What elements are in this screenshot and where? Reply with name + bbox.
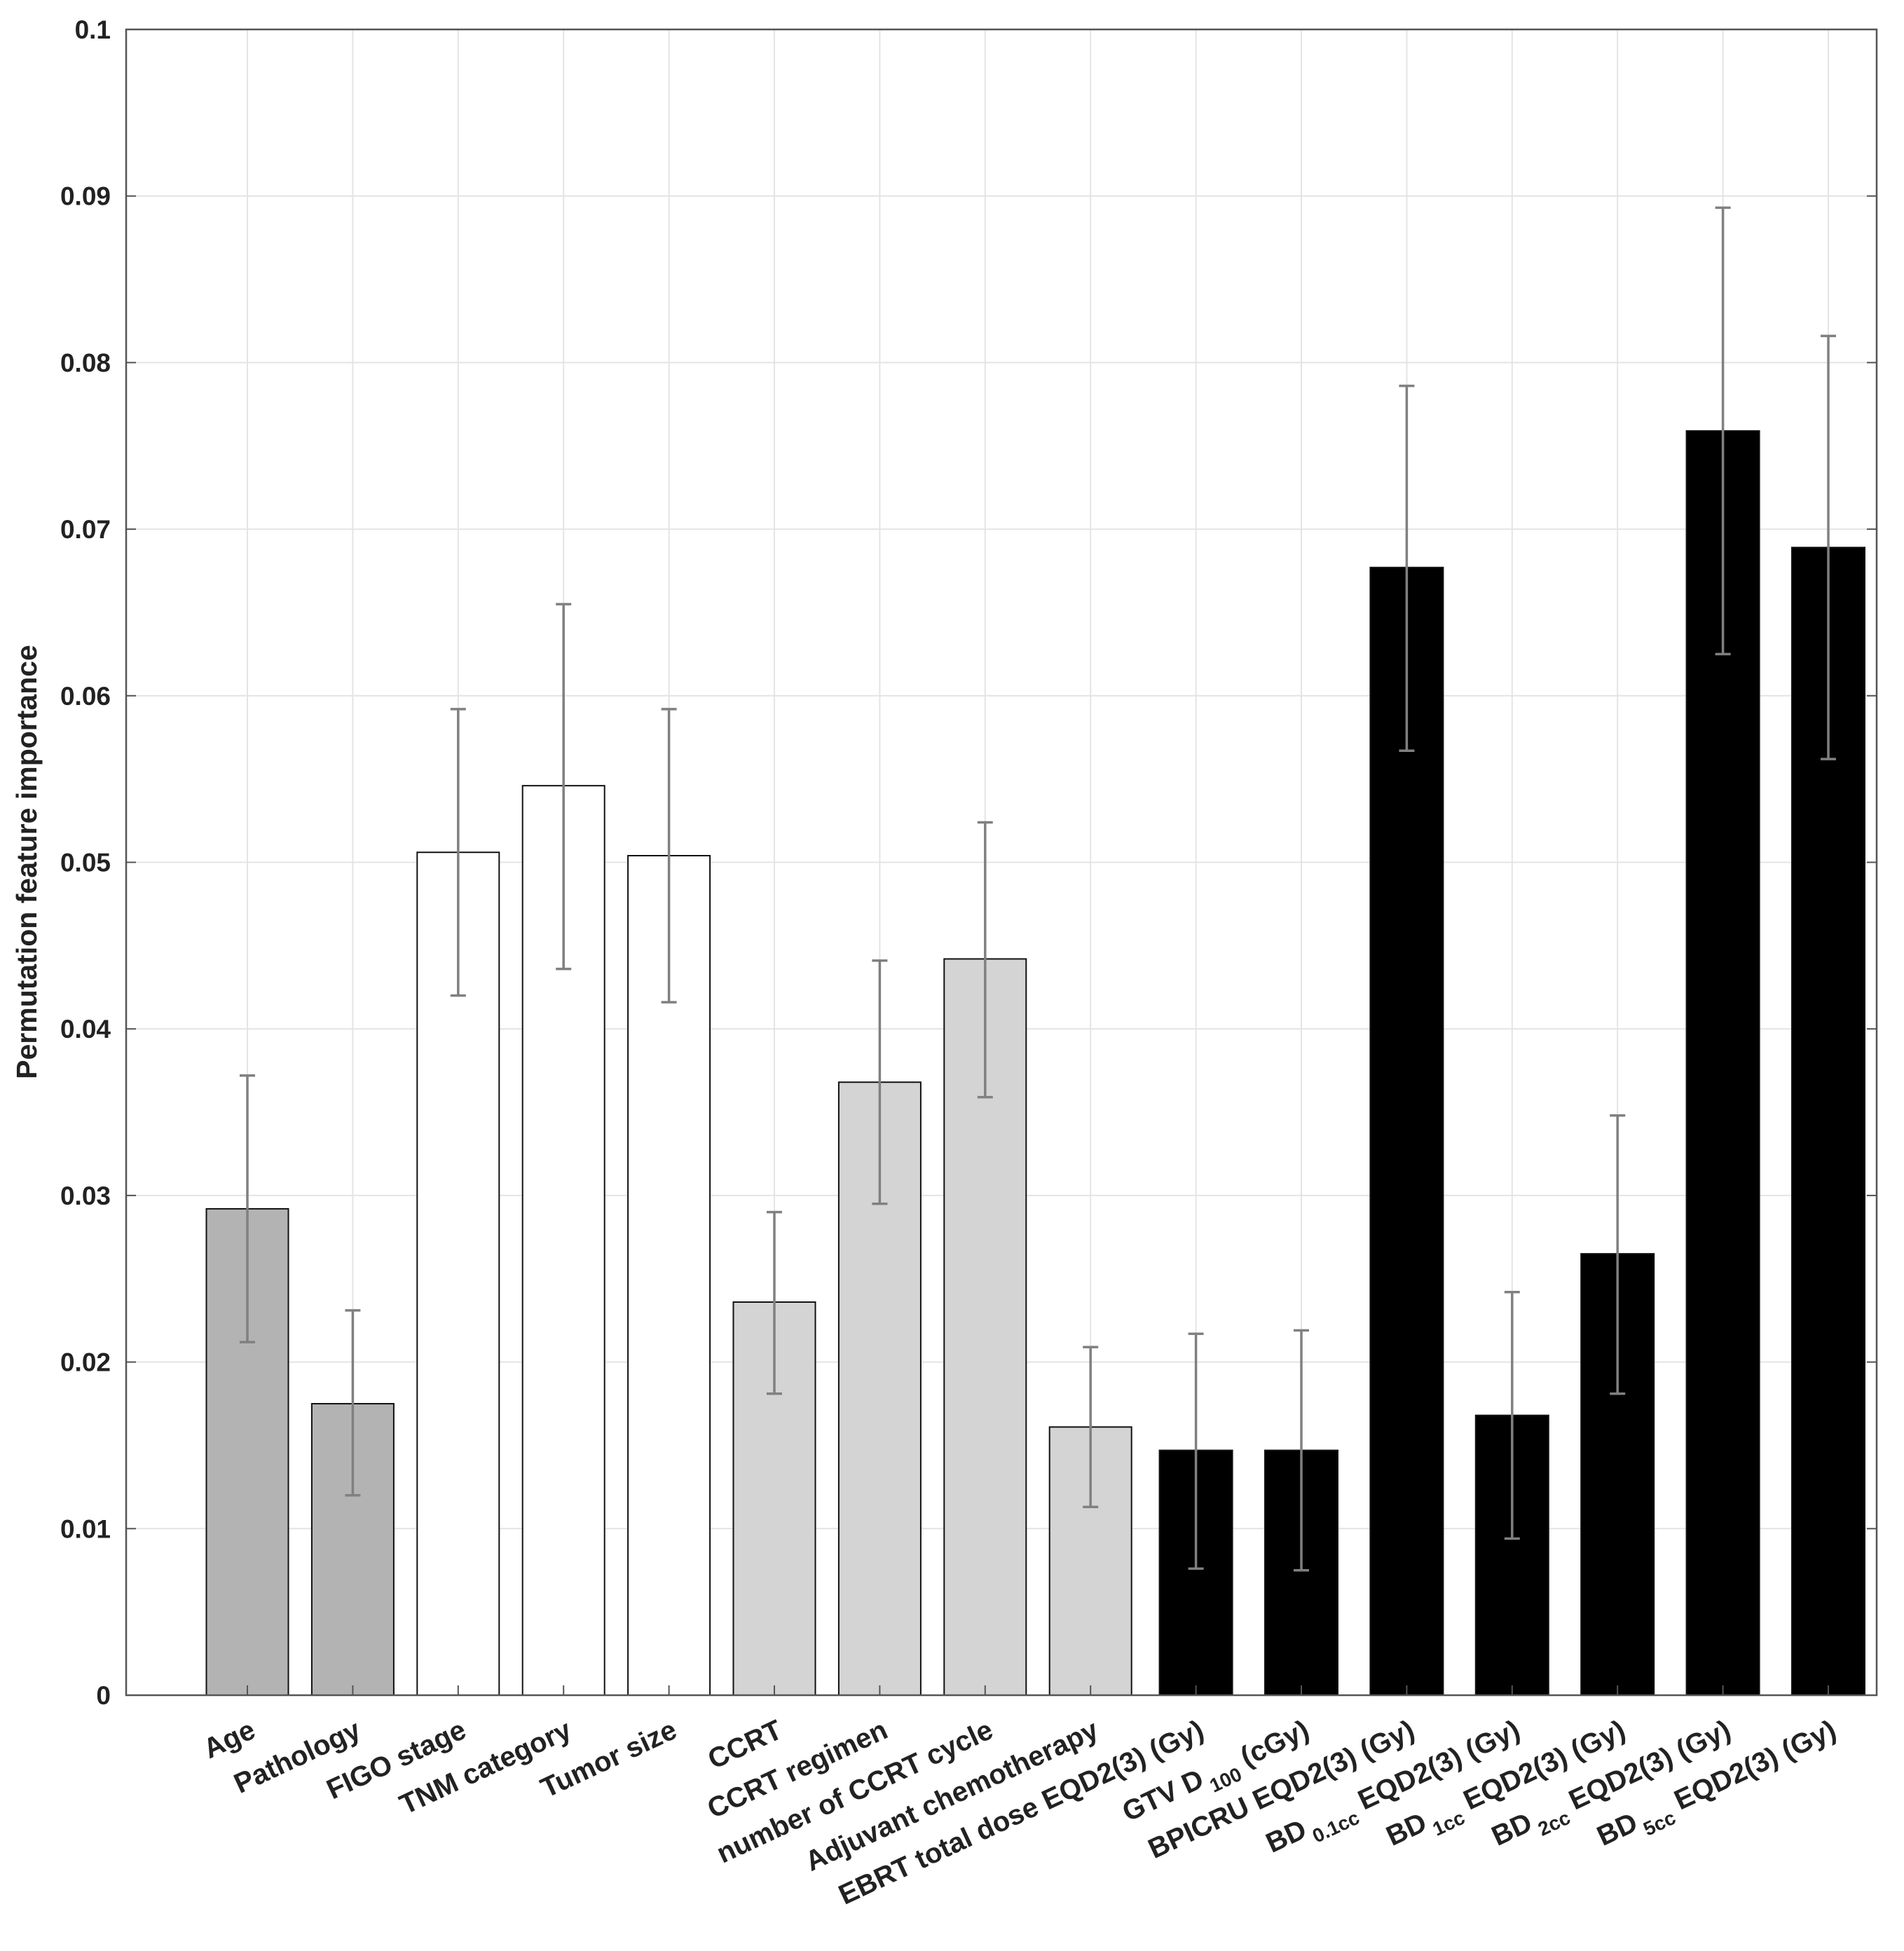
y-tick-label: 0: [96, 1681, 111, 1710]
y-tick-label: 0.04: [60, 1015, 111, 1043]
y-tick-label: 0.07: [60, 515, 111, 544]
y-tick-label: 0.1: [75, 15, 111, 44]
y-tick-label: 0.03: [60, 1182, 111, 1210]
y-axis-ticks: 0 0.01 0.02 0.03 0.04 0.05 0.06 0.07 0.08 0.09 0.1: [60, 15, 1877, 1710]
bar-bd1cc-eqd2-3-gy: [1580, 1253, 1655, 1696]
y-tick-label: 0.06: [60, 682, 111, 711]
y-tick-label: 0.01: [60, 1514, 111, 1543]
y-axis-title: Permutation feature importance: [11, 645, 43, 1079]
y-tick-label: 0.09: [60, 182, 111, 211]
bar-bpicru-eqd2-3-gy: [1369, 566, 1444, 1696]
y-tick-label: 0.02: [60, 1348, 111, 1377]
y-tick-label: 0.08: [60, 348, 111, 377]
error-bars: [240, 206, 1836, 1572]
y-tick-label: 0.05: [60, 849, 111, 877]
